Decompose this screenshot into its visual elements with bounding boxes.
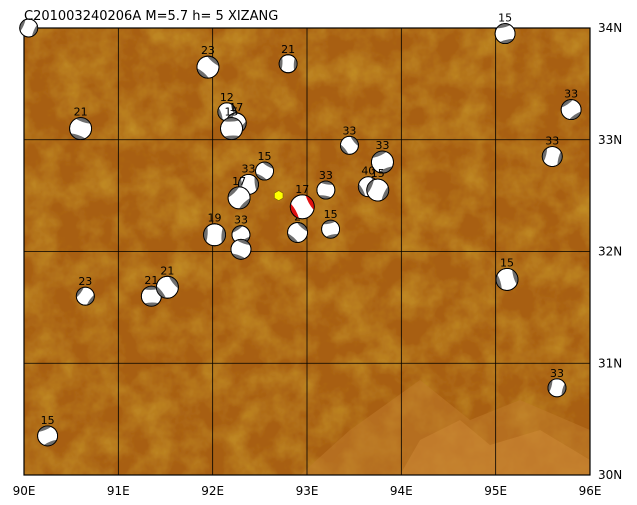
- depth-label: 15: [498, 12, 512, 25]
- depth-label: 21: [144, 274, 158, 287]
- depth-label: 33: [234, 214, 248, 227]
- depth-label: 19: [208, 212, 222, 225]
- focal-mechanism-beachball: [227, 186, 251, 210]
- focal-mechanism-beachball: [75, 286, 95, 306]
- focal-mechanism-beachball: [69, 117, 93, 141]
- depth-label: 15: [41, 414, 55, 427]
- depth-label: 17: [232, 175, 246, 188]
- x-tick-label: 94E: [390, 484, 413, 498]
- y-tick-label: 33N: [598, 133, 622, 147]
- y-tick-label: 30N: [598, 468, 622, 482]
- focal-mechanism-beachball: [371, 150, 394, 174]
- depth-label: 15: [500, 256, 514, 269]
- depth-label: 15: [371, 167, 385, 180]
- focal-mechanism-beachball: [340, 135, 359, 155]
- focal-mechanism-beachball: [278, 54, 298, 74]
- y-tick-label: 32N: [598, 245, 622, 259]
- depth-label: 33: [564, 88, 578, 101]
- epicenter-marker: [274, 190, 284, 201]
- axis-labels: 90E 91E 92E 93E 94E 95E 96E 34N 33N 32N 31N 30N: [13, 21, 623, 498]
- focal-mechanism-beachball: [494, 23, 516, 45]
- lat-lon-grid: [24, 28, 590, 475]
- depth-label: 23: [78, 275, 92, 288]
- depth-label: 40: [361, 165, 375, 178]
- depth-label: 23: [201, 44, 215, 57]
- main-event-beachball: [289, 194, 315, 220]
- depth-label: 21: [74, 106, 88, 119]
- map-title: C201003240206A M=5.7 h= 5 XIZANG: [24, 9, 278, 24]
- focal-mechanism-beachball: [287, 222, 309, 243]
- x-tick-label: 90E: [13, 484, 36, 498]
- depth-label: 33: [545, 135, 559, 148]
- depth-label: 33: [319, 169, 333, 182]
- focal-mechanism-beachball: [547, 378, 567, 398]
- x-tick-label: 91E: [107, 484, 130, 498]
- focal-mechanism-beachball: [541, 146, 563, 167]
- depth-label: 15: [225, 106, 239, 119]
- event-layer: 1523213321121715333333153317334015152193…: [19, 12, 582, 447]
- depth-label: 33: [342, 124, 356, 137]
- focal-mechanism-beachball: [495, 267, 519, 291]
- focal-mechanism-beachball: [321, 219, 341, 239]
- focal-mechanism-beachball: [220, 117, 243, 141]
- y-tick-label: 31N: [598, 356, 622, 370]
- map-frame: [23, 27, 591, 476]
- main-event-depth-label: 17: [295, 183, 309, 196]
- focal-mechanism-beachball: [19, 18, 39, 38]
- focal-mechanism-beachball: [203, 223, 227, 247]
- depth-label: 15: [258, 150, 272, 163]
- focal-mechanism-beachball: [196, 55, 220, 79]
- focal-mechanism-beachball: [366, 178, 390, 202]
- depth-label: 33: [375, 139, 389, 152]
- depth-label: 15: [324, 208, 338, 221]
- focal-mechanism-beachball: [37, 425, 59, 447]
- focal-mechanism-beachball: [155, 275, 179, 299]
- focal-mechanism-beachball: [316, 180, 336, 200]
- x-tick-label: 96E: [579, 484, 602, 498]
- y-tick-label: 34N: [598, 21, 622, 35]
- focal-mechanism-beachball: [230, 238, 252, 260]
- focal-mechanism-beachball: [255, 161, 274, 181]
- focal-mechanism-beachball: [560, 99, 582, 121]
- x-tick-label: 92E: [201, 484, 224, 498]
- depth-label: 33: [242, 162, 256, 175]
- x-tick-label: 95E: [484, 484, 507, 498]
- depth-label: 12: [220, 91, 234, 104]
- depth-label: 21: [160, 264, 174, 277]
- depth-label: 17: [229, 101, 243, 114]
- depth-label: 33: [550, 367, 564, 380]
- x-tick-label: 93E: [296, 484, 319, 498]
- depth-label: 21: [281, 43, 295, 56]
